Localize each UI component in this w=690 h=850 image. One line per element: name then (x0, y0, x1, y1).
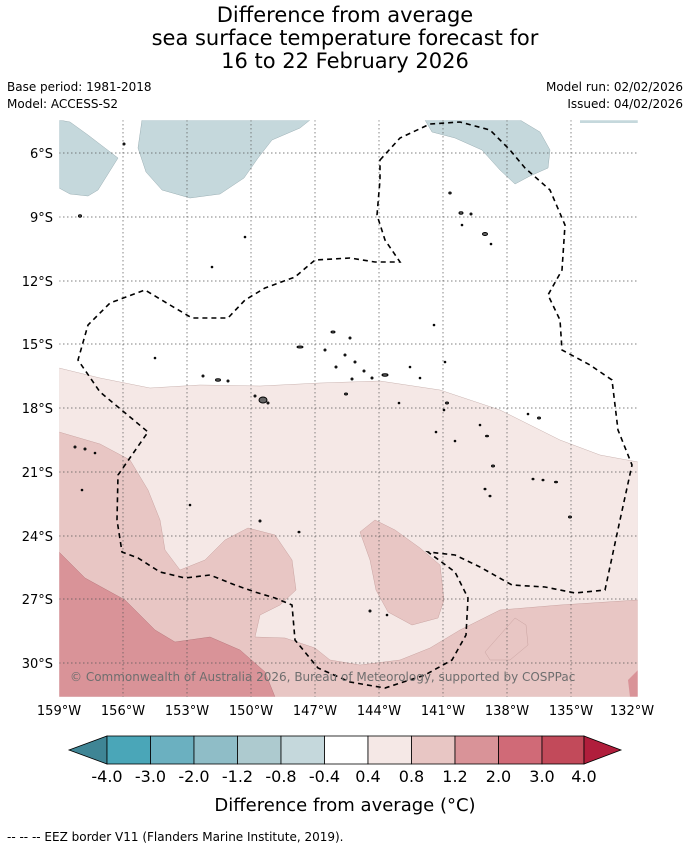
lon-tick-label: 156°W (101, 704, 145, 719)
cool-anomaly-area-west (59, 120, 119, 197)
colorbar-segment (583, 735, 623, 765)
lon-tick-label: 153°W (165, 704, 209, 719)
colorbar-tick-label: 3.0 (529, 767, 554, 786)
colorbar (67, 735, 623, 765)
colorbar-tick-label: -2.0 (178, 767, 209, 786)
latitude-axis: 6°S 9°S 12°S 15°S 18°S 21°S 24°S 27°S 30… (22, 147, 53, 672)
lon-tick-label: 135°W (549, 704, 593, 719)
model-run: Model run: 02/02/2026 (545, 80, 683, 94)
colorbar-tick-label: 4.0 (571, 767, 596, 786)
title-line-1: Difference from average (216, 3, 474, 27)
eez-border (77, 121, 633, 689)
colorbar-labels: -4.0 -3.0 -2.0 -1.2 -0.8 -0.4 0.4 0.8 1.… (91, 767, 596, 786)
base-period: Base period: 1981-2018 (7, 80, 152, 94)
warm-anomaly-area-3 (59, 551, 276, 697)
copyright-notice: © Commonwealth of Australia 2026, Bureau… (70, 670, 575, 684)
colorbar-tick-label: 0.8 (399, 767, 424, 786)
lon-tick-label: 141°W (421, 704, 465, 719)
lon-tick-label: 159°W (37, 704, 81, 719)
warm-anomaly-area-2-east (484, 617, 529, 661)
colorbar-segment (324, 735, 369, 765)
colorbar-tick-label: -3.0 (135, 767, 166, 786)
colorbar-tick-label: -4.0 (91, 767, 122, 786)
colorbar-tick-label: -1.2 (222, 767, 253, 786)
colorbar-tick-label: -0.4 (309, 767, 340, 786)
colorbar-tick-label: 0.4 (355, 767, 380, 786)
issued-date: Issued: 04/02/2026 (567, 97, 683, 111)
colorbar-tick-label: 2.0 (486, 767, 511, 786)
model-name: Model: ACCESS-S2 (7, 97, 119, 111)
warm-anomaly-area-2-west (59, 431, 638, 697)
lat-tick-label: 6°S (30, 147, 53, 162)
title-line-3: 16 to 22 February 2026 (221, 49, 469, 73)
lon-tick-label: 150°W (229, 704, 273, 719)
lat-tick-label: 15°S (22, 338, 53, 353)
colorbar-title: Difference from average (°C) (214, 795, 475, 816)
colorbar-segment (498, 735, 543, 765)
lat-tick-label: 12°S (22, 275, 53, 290)
lat-tick-label: 24°S (22, 530, 53, 545)
sst-anomaly-map: © Commonwealth of Australia 2026, Bureau… (59, 120, 638, 697)
colorbar-segment (454, 735, 499, 765)
colorbar-segment (150, 735, 195, 765)
lon-tick-label: 138°W (485, 704, 529, 719)
lat-tick-label: 30°S (22, 657, 53, 672)
colorbar-segment (367, 735, 412, 765)
colorbar-segment (67, 735, 108, 765)
colorbar-segment (541, 735, 585, 765)
lat-tick-label: 27°S (22, 593, 53, 608)
longitude-axis: 159°W 156°W 153°W 150°W 147°W 144°W 141°… (37, 704, 654, 719)
cool-anomaly-area-northeast (424, 120, 551, 185)
warm-anomaly-area-3-east (628, 670, 638, 697)
colorbar-segment (280, 735, 325, 765)
islands (73, 142, 572, 617)
gridlines (59, 120, 638, 697)
lon-tick-label: 147°W (293, 704, 337, 719)
lon-tick-label: 132°W (610, 704, 654, 719)
colorbar-segment (193, 735, 238, 765)
colorbar-segment (237, 735, 282, 765)
map-frame (58, 119, 639, 698)
lat-tick-label: 9°S (30, 211, 53, 226)
colorbar-tick-label: -0.8 (265, 767, 296, 786)
title-line-2: sea surface temperature forecast for (151, 26, 539, 50)
lat-tick-label: 21°S (22, 466, 53, 481)
eez-legend-note: -- -- -- EEZ border V11 (Flanders Marine… (7, 830, 344, 844)
colorbar-segment (106, 735, 151, 765)
cool-anomaly-area-corner (580, 120, 638, 123)
lon-tick-label: 144°W (357, 704, 401, 719)
lat-tick-label: 18°S (22, 402, 53, 417)
colorbar-segment (411, 735, 456, 765)
colorbar-tick-label: 1.2 (442, 767, 467, 786)
cool-anomaly-area-north (137, 120, 311, 199)
